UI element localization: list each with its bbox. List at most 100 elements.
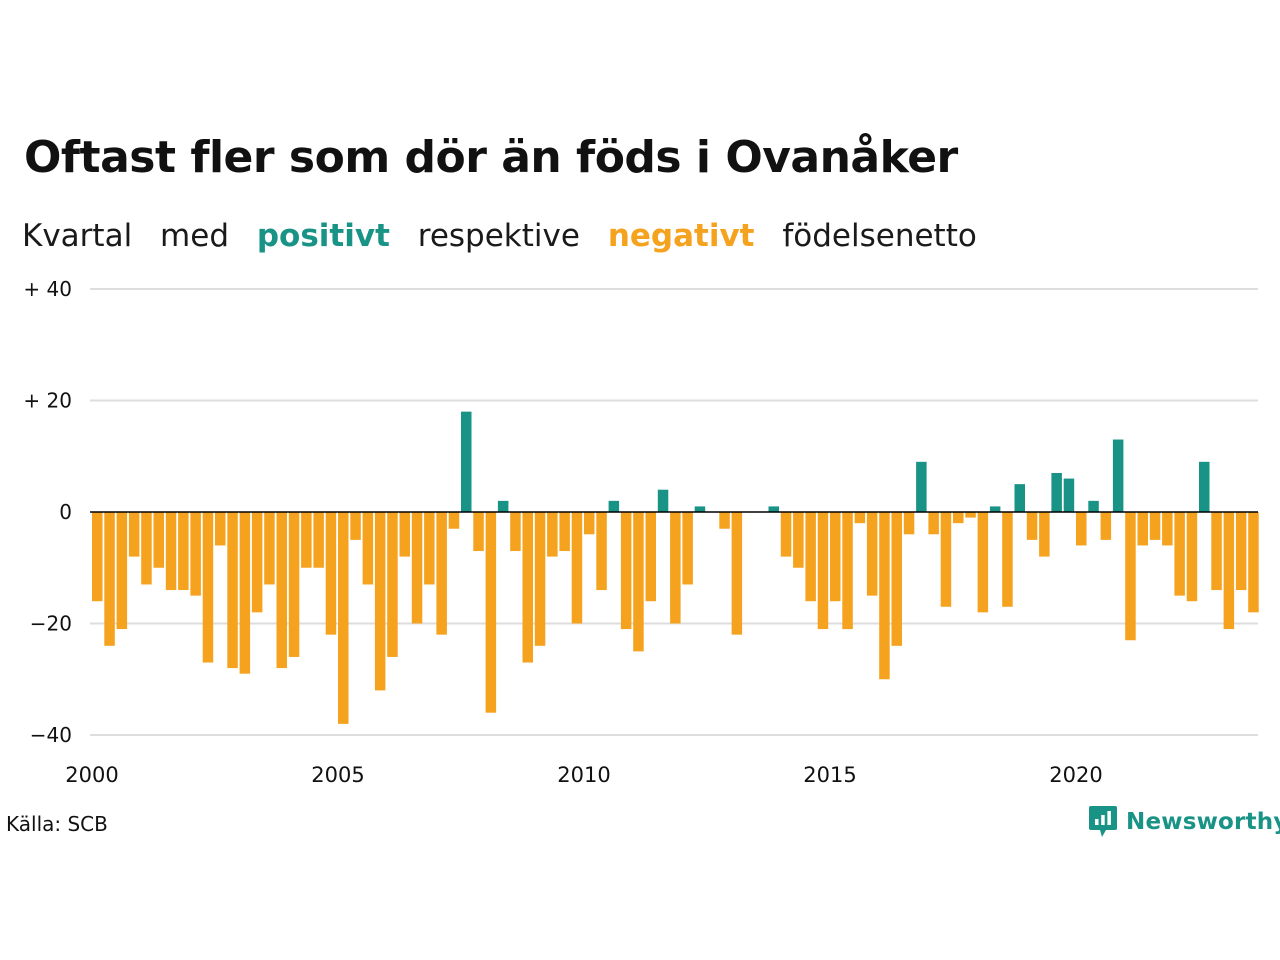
bar-2000Q4 xyxy=(128,512,140,557)
bar-2022Q3 xyxy=(1199,461,1210,512)
bar-2010Q3 xyxy=(608,500,620,512)
subtitle-word-med: med xyxy=(160,218,229,254)
bar-2020Q1 xyxy=(1076,512,1087,546)
bar-2005Q2 xyxy=(350,512,361,540)
bar-2012Q2 xyxy=(694,506,706,512)
bar-2002Q4 xyxy=(227,512,238,669)
bar-2021Q2 xyxy=(1137,512,1148,546)
subtitle-word-respektive: respektive xyxy=(417,218,580,254)
bar-2008Q1 xyxy=(485,512,497,713)
y-axis-labels: + 40 + 20 0 −20 −40 xyxy=(23,277,72,747)
x-axis-labels: 2000 2005 2010 2015 2020 xyxy=(65,763,1102,787)
bars xyxy=(92,411,1259,724)
bar-2008Q4 xyxy=(522,512,533,663)
bar-2015Q3 xyxy=(854,512,866,524)
bar-2005Q3 xyxy=(362,512,374,585)
bar-2018Q3 xyxy=(1002,512,1013,607)
y-tick-label: + 20 xyxy=(23,389,72,413)
bar-2021Q1 xyxy=(1125,512,1136,641)
bar-2011Q4 xyxy=(670,512,681,624)
bar-2015Q4 xyxy=(866,512,878,596)
bar-2019Q2 xyxy=(1039,512,1050,557)
bar-2006Q1 xyxy=(387,512,398,657)
bar-2001Q3 xyxy=(165,512,177,591)
bar-2008Q2 xyxy=(497,500,509,512)
bar-2017Q4 xyxy=(965,512,976,518)
bar-2012Q1 xyxy=(682,512,693,585)
bar-2020Q4 xyxy=(1112,439,1124,512)
bar-2016Q3 xyxy=(903,512,915,535)
bar-2000Q3 xyxy=(116,512,128,630)
brand-logo: Newsworthy xyxy=(1088,804,1280,840)
source-note: Källa: SCB xyxy=(6,812,108,836)
bar-2022Q1 xyxy=(1174,512,1185,596)
bar-2002Q3 xyxy=(215,512,226,546)
bar-2005Q4 xyxy=(374,512,386,691)
bar-chart: + 40 + 20 0 −20 −40 2000 2005 2010 2015 2020 xyxy=(23,277,1259,787)
bar-2006Q3 xyxy=(411,512,423,624)
bar-2021Q4 xyxy=(1162,512,1173,546)
bar-2007Q3 xyxy=(461,411,472,512)
bar-2016Q4 xyxy=(916,461,927,512)
y-tick-label: −40 xyxy=(30,723,72,747)
subtitle-negative-label: negativt xyxy=(607,218,755,254)
bar-2014Q2 xyxy=(793,512,804,568)
y-tick-label: −20 xyxy=(30,612,72,636)
bar-2004Q4 xyxy=(325,512,337,635)
bar-2019Q4 xyxy=(1063,478,1075,512)
brand-name: Newsworthy xyxy=(1126,809,1280,835)
bar-2014Q1 xyxy=(780,512,792,557)
bar-2010Q2 xyxy=(596,512,607,591)
bar-2021Q3 xyxy=(1149,512,1161,540)
bar-2023Q1 xyxy=(1223,512,1235,630)
bar-2011Q2 xyxy=(645,512,656,602)
bar-2010Q4 xyxy=(620,512,632,630)
bar-2002Q2 xyxy=(202,512,214,663)
bar-2015Q1 xyxy=(830,512,841,602)
bar-2004Q3 xyxy=(313,512,324,568)
bar-2003Q4 xyxy=(276,512,287,669)
subtitle-positive-label: positivt xyxy=(256,218,390,254)
bar-2004Q1 xyxy=(288,512,300,657)
bar-2007Q4 xyxy=(473,512,484,552)
bar-2009Q4 xyxy=(571,512,583,624)
bar-2012Q4 xyxy=(719,512,730,529)
subtitle-word-fodelsenetto: födelsenetto xyxy=(782,218,977,254)
bar-2018Q4 xyxy=(1014,484,1025,513)
bar-2000Q2 xyxy=(104,512,115,646)
x-tick-label: 2020 xyxy=(1049,763,1102,787)
bar-2001Q2 xyxy=(153,512,164,568)
bar-2007Q2 xyxy=(448,512,460,529)
bar-2017Q1 xyxy=(928,512,939,535)
bar-2023Q2 xyxy=(1235,512,1247,591)
bar-2019Q3 xyxy=(1051,472,1062,512)
bar-2014Q4 xyxy=(817,512,829,630)
bar-2013Q1 xyxy=(731,512,743,635)
bar-2015Q2 xyxy=(842,512,853,630)
bar-2000Q1 xyxy=(92,512,103,602)
bar-2017Q3 xyxy=(953,512,964,524)
bar-2018Q2 xyxy=(989,506,1001,512)
bar-2008Q3 xyxy=(510,512,521,552)
bar-2014Q3 xyxy=(805,512,816,602)
bar-2009Q1 xyxy=(534,512,546,646)
bar-2007Q1 xyxy=(436,512,447,635)
bar-2003Q3 xyxy=(264,512,275,585)
x-tick-label: 2005 xyxy=(311,763,364,787)
bar-2001Q1 xyxy=(141,512,152,585)
bar-2004Q2 xyxy=(301,512,312,568)
bar-2003Q1 xyxy=(239,512,251,674)
subtitle-word-kvartal: Kvartal xyxy=(22,218,133,254)
bar-2006Q4 xyxy=(424,512,435,585)
bar-2006Q2 xyxy=(399,512,410,557)
bar-2022Q2 xyxy=(1186,512,1198,602)
bar-2005Q1 xyxy=(338,512,349,724)
bar-2018Q1 xyxy=(977,512,989,613)
newsworthy-logo-icon xyxy=(1089,806,1117,837)
bar-2010Q1 xyxy=(584,512,595,535)
bar-2017Q2 xyxy=(940,512,952,607)
x-tick-label: 2015 xyxy=(803,763,856,787)
x-tick-label: 2010 xyxy=(557,763,610,787)
bar-2009Q2 xyxy=(547,512,558,557)
bar-2023Q3 xyxy=(1248,512,1259,613)
